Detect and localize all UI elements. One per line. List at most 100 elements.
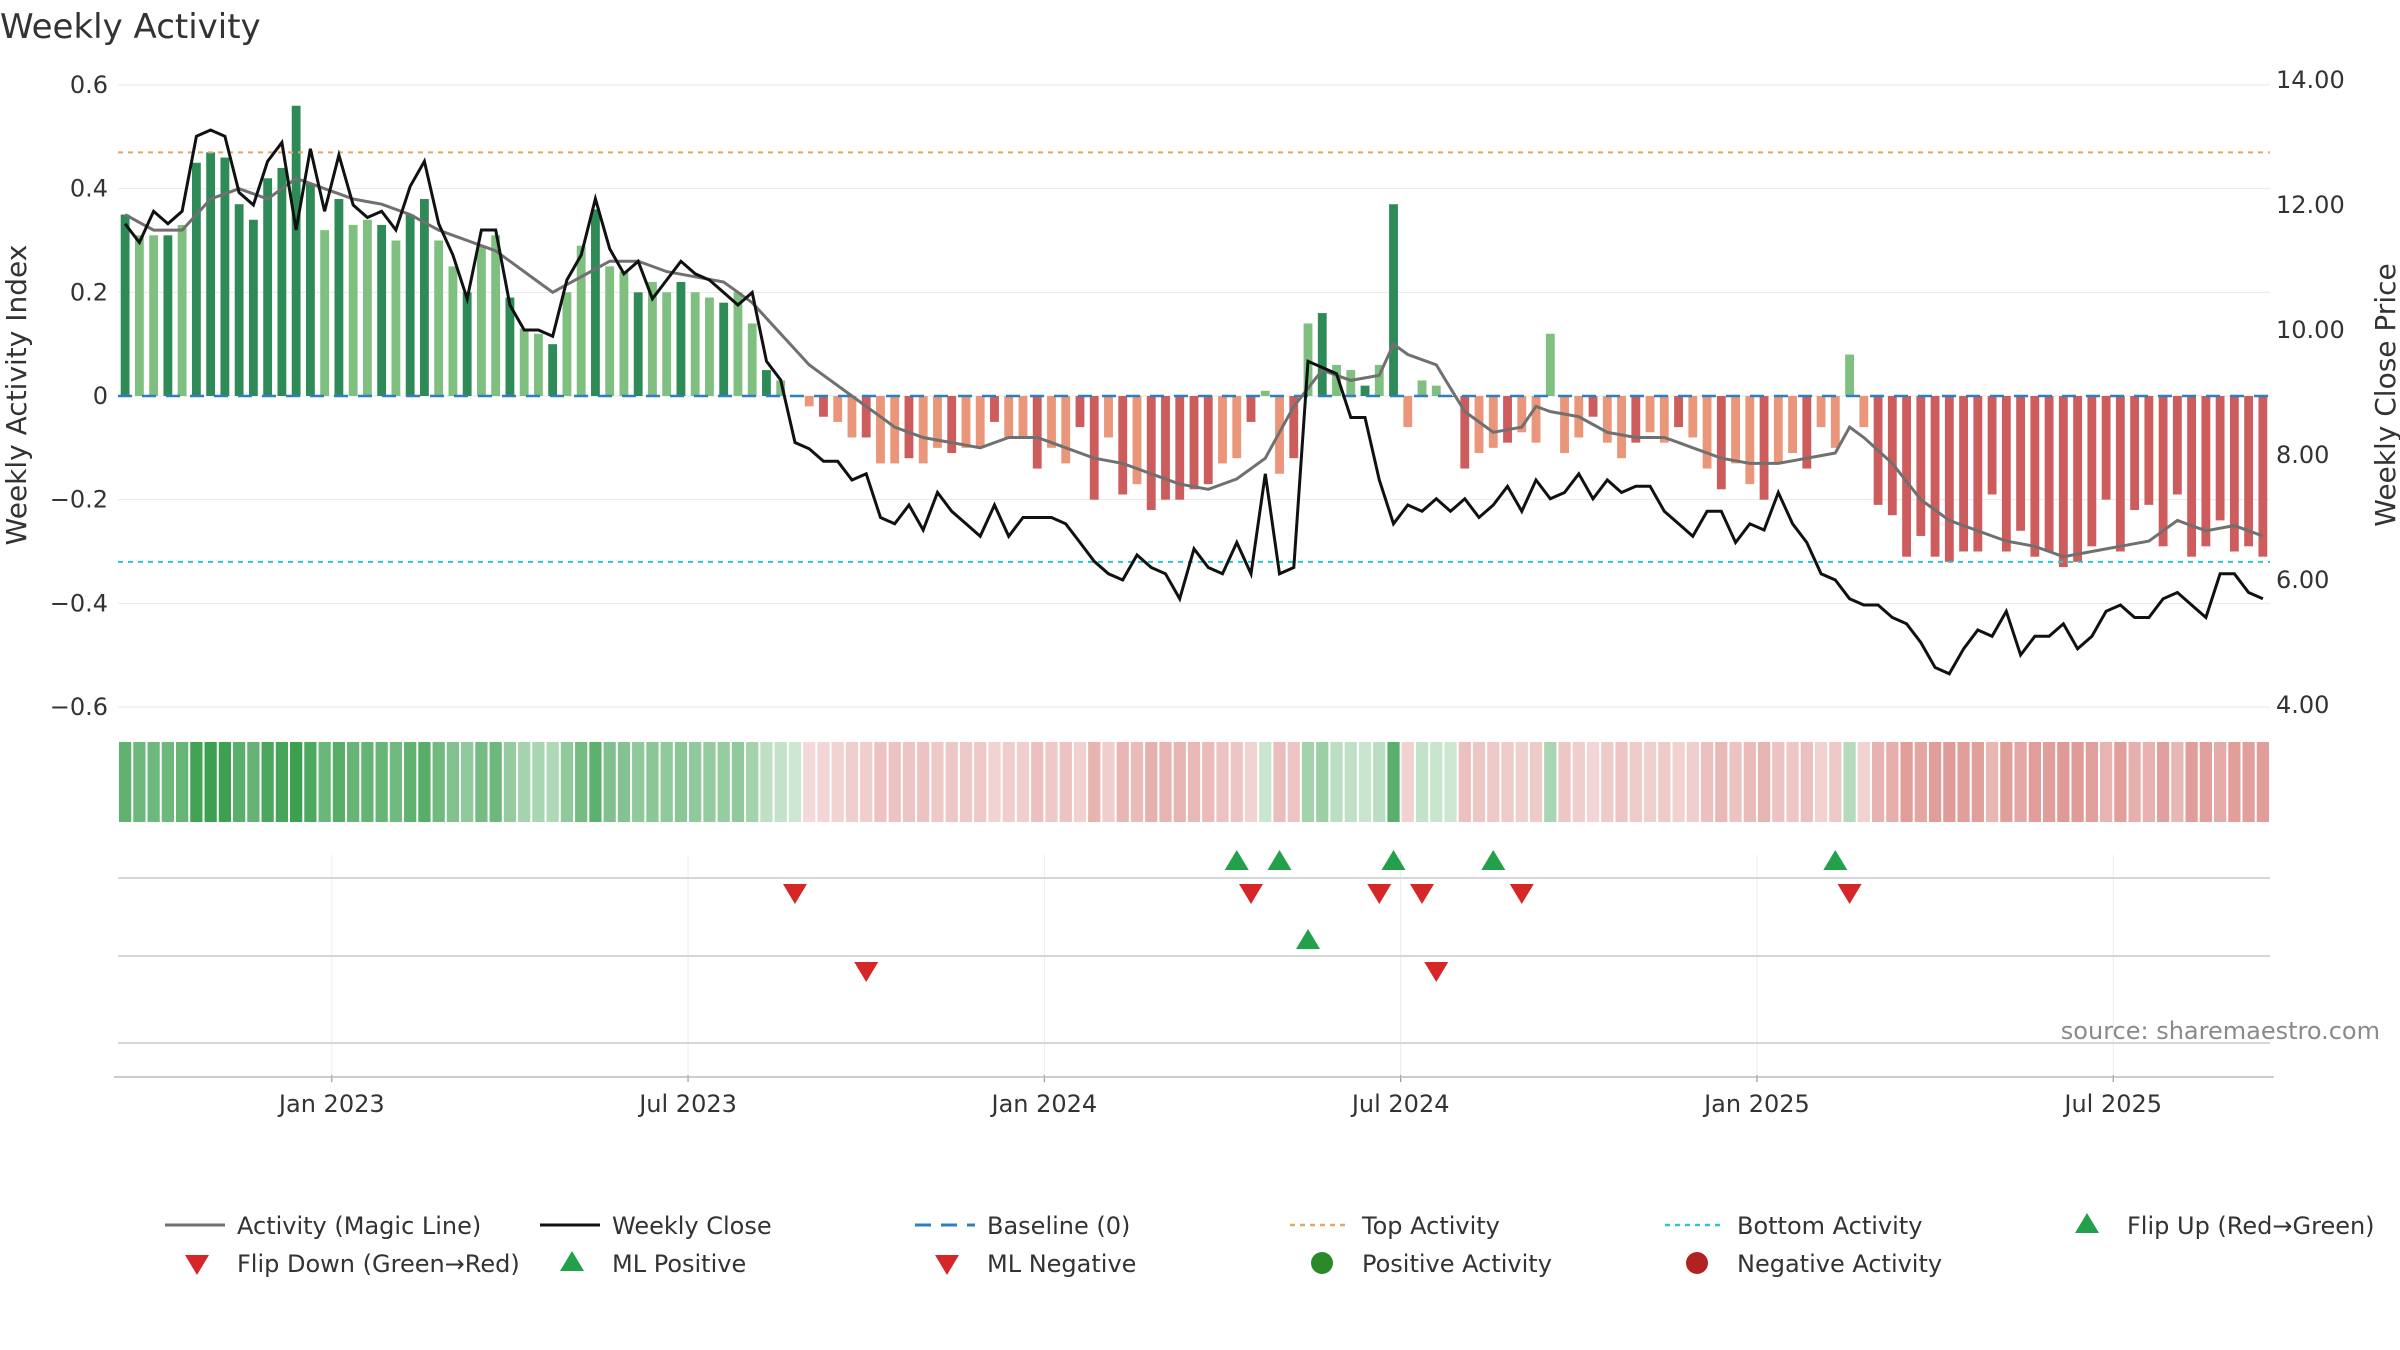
strip-cell xyxy=(1344,742,1357,822)
strip-cell xyxy=(1059,742,1072,822)
strip-cell xyxy=(1430,742,1443,822)
strip-cell xyxy=(888,742,901,822)
strip-cell xyxy=(1387,742,1400,822)
strip-cell xyxy=(1643,742,1657,822)
strip-cell xyxy=(1401,742,1414,822)
strip-cell xyxy=(261,742,274,822)
y2-tick-label: 10.00 xyxy=(2276,316,2345,344)
activity-bar xyxy=(1374,364,1384,396)
strip-cell xyxy=(988,742,1001,822)
activity-bar xyxy=(1702,396,1712,469)
strip-cell xyxy=(1914,742,1927,822)
strip-cell xyxy=(1672,742,1685,822)
activity-bar xyxy=(1716,396,1726,490)
activity-bar xyxy=(1944,396,1954,562)
strip-cell xyxy=(1857,742,1870,822)
activity-bar xyxy=(876,396,885,464)
activity-bar xyxy=(1104,396,1113,438)
strip-cell xyxy=(1957,742,1970,822)
activity-bar xyxy=(1246,396,1256,422)
chart-title: Weekly Activity xyxy=(0,7,261,47)
strip-cell xyxy=(2185,742,2198,822)
activity-bar xyxy=(2158,396,2168,547)
activity-bar xyxy=(975,396,985,448)
legend-item: Negative Activity xyxy=(1686,1250,1942,1278)
activity-bar xyxy=(1417,380,1427,396)
activity-bar xyxy=(362,219,372,396)
strip-cell xyxy=(1458,742,1471,822)
strip-cell xyxy=(1629,742,1642,822)
strip-cell xyxy=(1772,742,1785,822)
strip-cell xyxy=(1686,742,1699,822)
activity-bar xyxy=(861,396,871,438)
activity-bar xyxy=(2244,396,2254,547)
activity-bar xyxy=(1916,396,1926,536)
activity-bar xyxy=(1175,396,1185,500)
strip-cell xyxy=(1259,742,1272,822)
activity-bar xyxy=(847,396,857,438)
strip-cell xyxy=(589,742,602,822)
strip-cell xyxy=(133,742,146,822)
strip-cell xyxy=(375,742,388,822)
activity-bar xyxy=(1902,396,1912,557)
strip-cell xyxy=(931,742,944,822)
strip-cell xyxy=(717,742,730,822)
activity-bar xyxy=(519,328,529,396)
strip-cell xyxy=(660,742,673,822)
activity-bar xyxy=(833,396,843,422)
strip-cell xyxy=(190,742,203,822)
strip-cell xyxy=(1829,742,1842,822)
strip-cell xyxy=(788,742,802,822)
strip-cell xyxy=(1928,742,1942,822)
strip-cell xyxy=(1002,742,1015,822)
legend-swatch xyxy=(185,1255,209,1275)
activity-bar xyxy=(776,380,786,396)
activity-bar xyxy=(305,183,315,396)
activity-bar xyxy=(662,292,672,396)
activity-bar xyxy=(2215,396,2225,521)
strip-cell xyxy=(1615,742,1628,822)
activity-bar xyxy=(1018,396,1028,438)
activity-bar xyxy=(1845,354,1854,396)
activity-bar xyxy=(705,297,714,396)
strip-cell xyxy=(845,742,859,822)
activity-bar xyxy=(947,396,957,454)
activity-bar xyxy=(804,396,814,407)
strip-cell xyxy=(2228,742,2241,822)
activity-bar xyxy=(619,271,629,396)
grid-layer xyxy=(118,84,2270,1075)
strip-cell xyxy=(404,742,417,822)
activity-bar xyxy=(1816,396,1826,428)
strip-cell xyxy=(1757,742,1771,822)
strip-cell xyxy=(2171,742,2184,822)
strip-cell xyxy=(2000,742,2013,822)
activity-bar xyxy=(1118,396,1128,495)
activity-bar xyxy=(2001,396,2011,552)
activity-bar xyxy=(434,240,444,396)
strip-cell xyxy=(1330,742,1343,822)
strip-cell xyxy=(874,742,887,822)
strip-cell xyxy=(2142,742,2155,822)
strip-cell xyxy=(318,742,331,822)
activity-bar xyxy=(1047,396,1056,448)
strip-cell xyxy=(1230,742,1243,822)
flip-down-marker xyxy=(1509,884,1534,904)
activity-bar xyxy=(1802,396,1812,469)
activity-bar xyxy=(2172,396,2182,495)
activity-bar xyxy=(1859,396,1869,428)
strip-cell xyxy=(2114,742,2127,822)
strip-cell xyxy=(902,742,916,822)
activity-bar xyxy=(534,333,543,396)
activity-bar xyxy=(149,235,159,396)
flip-down-marker xyxy=(1367,884,1392,904)
legend-item: Weekly Close xyxy=(540,1212,772,1240)
strip-cell xyxy=(347,742,360,822)
legend-item: Bottom Activity xyxy=(1665,1212,1922,1240)
activity-bar xyxy=(2101,396,2111,500)
strip-cell xyxy=(247,742,260,822)
activity-bar xyxy=(1460,396,1470,469)
strip-cell xyxy=(1843,742,1856,822)
flip-up-marker xyxy=(1381,850,1406,870)
activity-bar xyxy=(1474,396,1484,454)
activity-bar xyxy=(1203,396,1213,485)
